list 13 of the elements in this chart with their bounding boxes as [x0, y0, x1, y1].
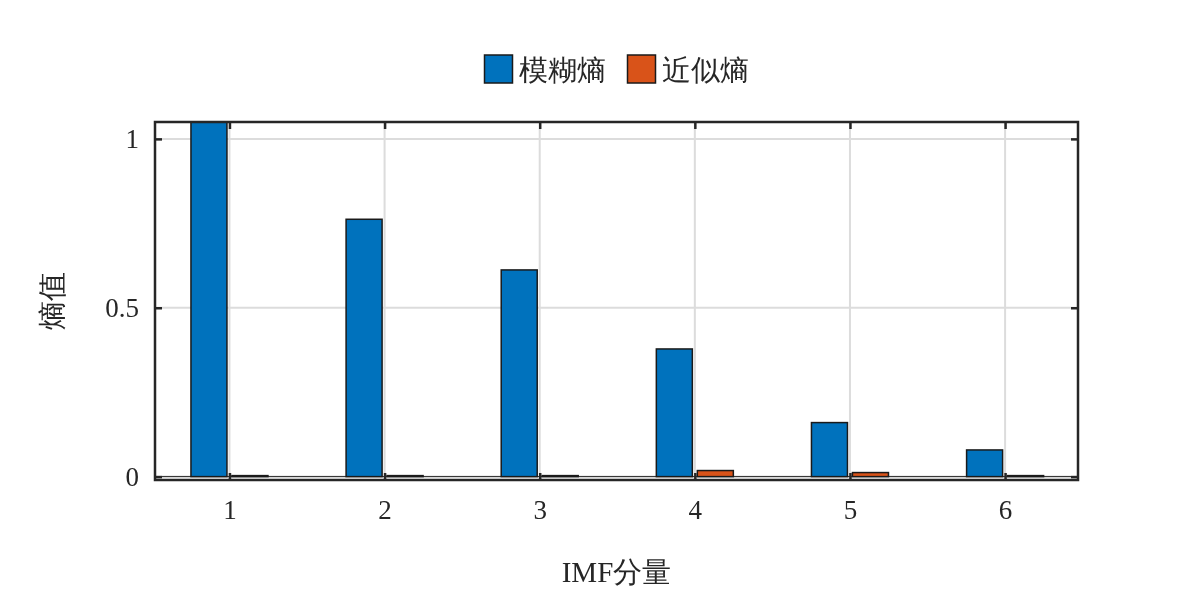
- legend-label: 近似熵: [661, 54, 749, 86]
- x-tick-label: 6: [998, 495, 1013, 526]
- y-tick-label: 0: [125, 461, 139, 492]
- x-axis-title: IMF分量: [561, 556, 672, 588]
- legend-label: 模糊熵: [518, 54, 606, 86]
- x-tick-label: 2: [378, 495, 392, 526]
- y-tick-label: 1: [125, 124, 139, 155]
- x-tick-label: 3: [533, 495, 547, 526]
- y-tick-label: 0.5: [105, 292, 139, 323]
- x-tick-label: 1: [223, 495, 237, 526]
- x-tick-label: 5: [843, 495, 858, 526]
- y-axis-title: 熵值: [36, 272, 68, 330]
- x-tick-label: 4: [688, 495, 703, 526]
